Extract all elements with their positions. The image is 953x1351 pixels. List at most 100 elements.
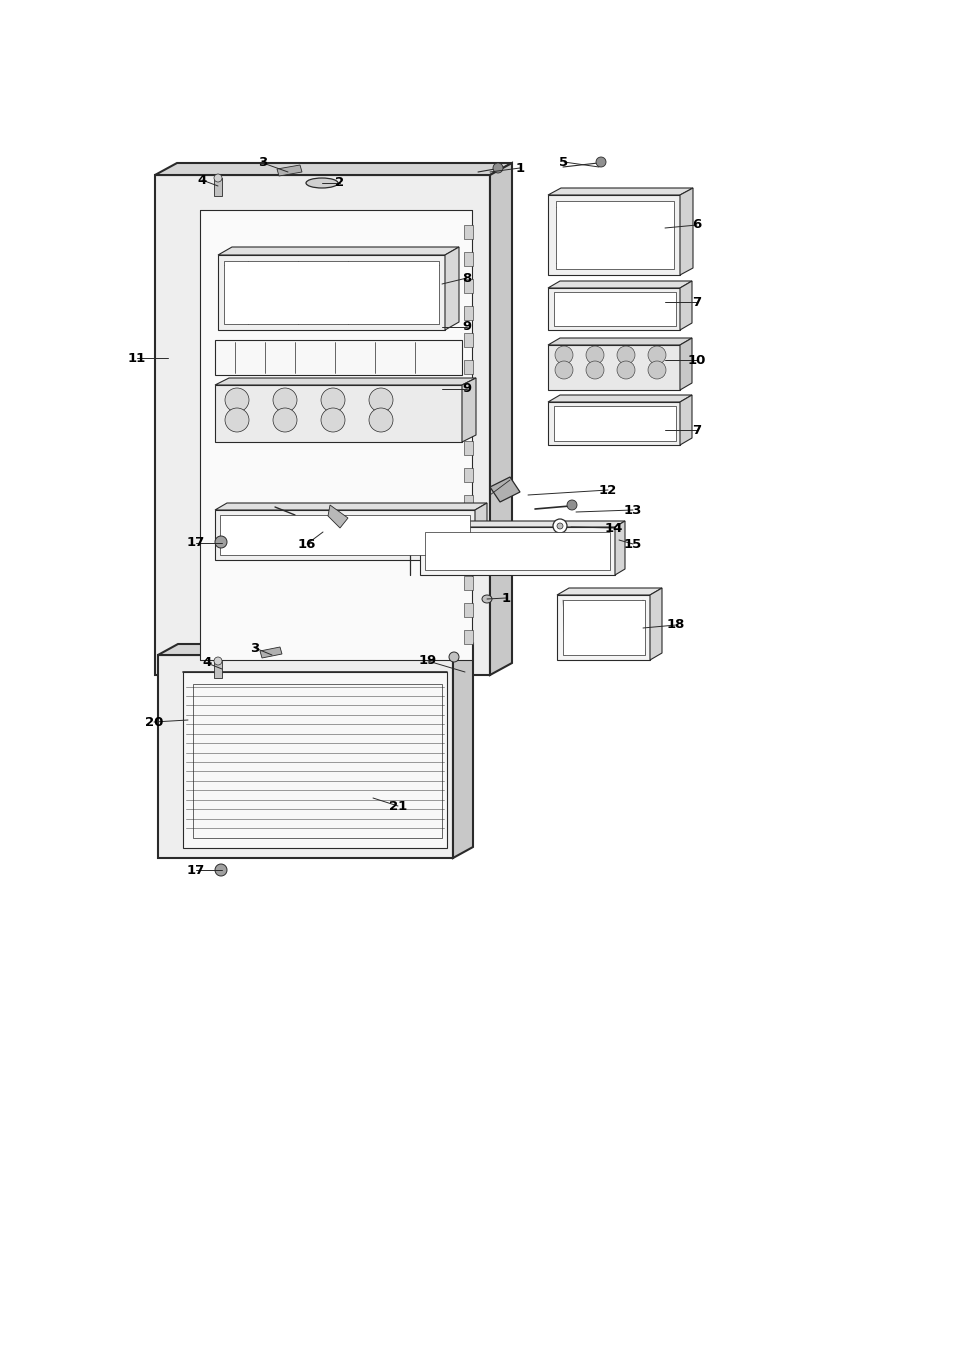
Polygon shape (490, 477, 519, 503)
Text: 17: 17 (187, 536, 205, 550)
Polygon shape (214, 503, 486, 509)
Polygon shape (556, 201, 673, 269)
Polygon shape (214, 378, 476, 385)
Polygon shape (218, 247, 458, 255)
Polygon shape (200, 209, 472, 661)
Text: 7: 7 (692, 423, 700, 436)
Polygon shape (419, 521, 624, 527)
Polygon shape (463, 413, 473, 428)
Polygon shape (424, 532, 609, 570)
Circle shape (320, 408, 345, 432)
Text: 13: 13 (623, 504, 641, 516)
Text: 11: 11 (128, 351, 146, 365)
Ellipse shape (306, 178, 337, 188)
Polygon shape (547, 345, 679, 390)
Text: 16: 16 (297, 538, 315, 550)
Polygon shape (463, 630, 473, 644)
Text: 14: 14 (604, 521, 622, 535)
Polygon shape (463, 305, 473, 320)
Circle shape (213, 657, 222, 665)
Polygon shape (453, 644, 473, 858)
Circle shape (213, 174, 222, 182)
Polygon shape (557, 588, 661, 594)
Polygon shape (463, 576, 473, 590)
Polygon shape (214, 340, 461, 376)
Polygon shape (461, 378, 476, 442)
Circle shape (369, 408, 393, 432)
Circle shape (369, 388, 393, 412)
Polygon shape (183, 671, 447, 848)
Text: 4: 4 (197, 173, 207, 186)
Text: 7: 7 (692, 296, 700, 308)
Circle shape (585, 346, 603, 363)
Polygon shape (463, 332, 473, 347)
Polygon shape (328, 505, 348, 528)
Polygon shape (463, 467, 473, 482)
Polygon shape (154, 176, 490, 676)
Polygon shape (463, 280, 473, 293)
Text: 6: 6 (692, 219, 700, 231)
Text: 17: 17 (187, 863, 205, 877)
Circle shape (214, 536, 227, 549)
Circle shape (647, 346, 665, 363)
Polygon shape (213, 661, 222, 678)
Polygon shape (679, 338, 691, 390)
Polygon shape (490, 163, 512, 676)
Circle shape (449, 653, 458, 662)
Circle shape (585, 361, 603, 380)
Ellipse shape (481, 594, 492, 603)
Circle shape (225, 408, 249, 432)
Polygon shape (276, 165, 302, 176)
Polygon shape (463, 226, 473, 239)
Text: 20: 20 (145, 716, 163, 728)
Text: 2: 2 (335, 177, 344, 189)
Text: 10: 10 (687, 354, 705, 366)
Text: 5: 5 (558, 155, 568, 169)
Circle shape (320, 388, 345, 412)
Polygon shape (224, 261, 438, 324)
Circle shape (273, 408, 296, 432)
Polygon shape (444, 247, 458, 330)
Circle shape (617, 346, 635, 363)
Text: 3: 3 (250, 642, 259, 654)
Text: 15: 15 (623, 538, 641, 550)
Polygon shape (562, 600, 644, 655)
Polygon shape (557, 594, 649, 661)
Circle shape (553, 519, 566, 534)
Circle shape (647, 361, 665, 380)
Circle shape (596, 157, 605, 168)
Polygon shape (218, 255, 444, 330)
Polygon shape (463, 549, 473, 563)
Polygon shape (463, 440, 473, 455)
Polygon shape (214, 509, 475, 561)
Circle shape (555, 346, 573, 363)
Polygon shape (463, 494, 473, 509)
Polygon shape (158, 655, 453, 858)
Polygon shape (547, 394, 691, 403)
Polygon shape (463, 253, 473, 266)
Circle shape (273, 388, 296, 412)
Text: 9: 9 (462, 382, 471, 396)
Polygon shape (679, 281, 691, 330)
Text: 18: 18 (666, 619, 684, 631)
Text: 4: 4 (202, 657, 212, 670)
Text: 19: 19 (418, 654, 436, 667)
Circle shape (617, 361, 635, 380)
Polygon shape (547, 281, 691, 288)
Polygon shape (213, 178, 222, 196)
Text: 21: 21 (389, 800, 407, 812)
Circle shape (557, 523, 562, 530)
Circle shape (566, 500, 577, 509)
Polygon shape (463, 521, 473, 536)
Text: 8: 8 (462, 272, 471, 285)
Polygon shape (547, 403, 679, 444)
Polygon shape (554, 292, 676, 326)
Polygon shape (463, 603, 473, 617)
Circle shape (493, 163, 502, 173)
Text: 9: 9 (462, 320, 471, 334)
Polygon shape (419, 527, 615, 576)
Polygon shape (615, 521, 624, 576)
Polygon shape (554, 407, 676, 440)
Circle shape (214, 865, 227, 875)
Polygon shape (463, 386, 473, 401)
